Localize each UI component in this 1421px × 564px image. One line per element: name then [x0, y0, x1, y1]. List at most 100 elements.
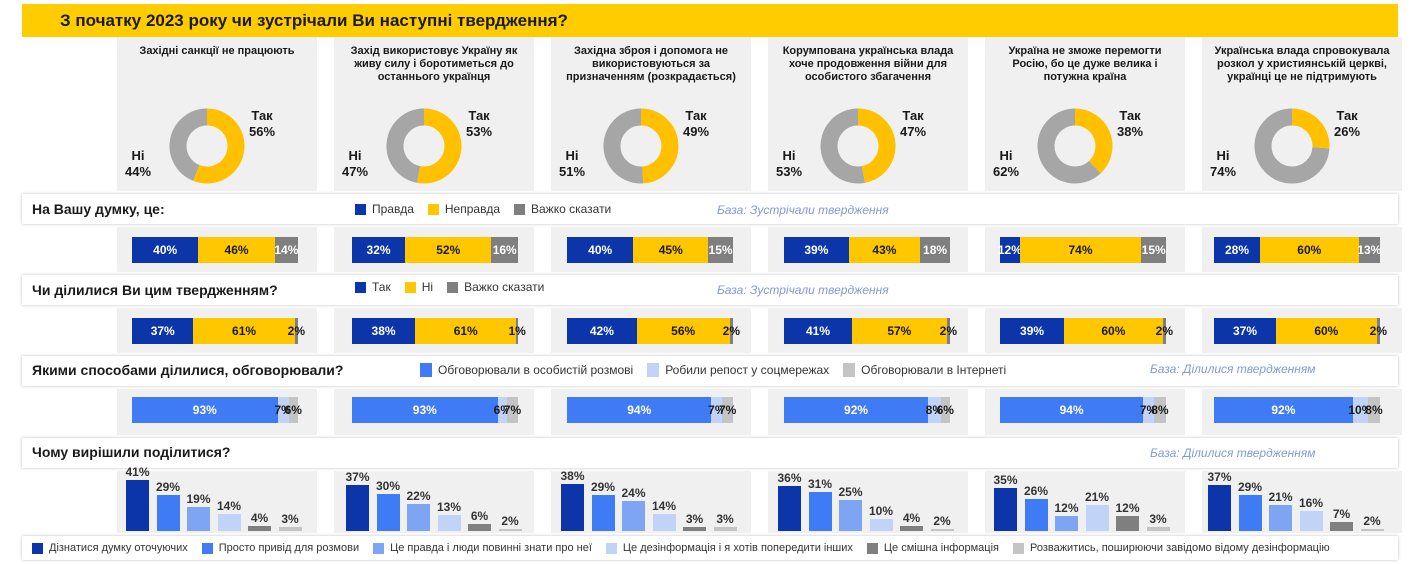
legend-label: Важко сказати [464, 280, 545, 294]
legend-label: Важко сказати [531, 202, 612, 216]
why-bar [652, 513, 676, 531]
bar-segment: 74% [1019, 237, 1142, 263]
bar-segment: 37% [132, 318, 194, 344]
legend-swatch [404, 281, 416, 293]
bar-segment: 7% [1140, 397, 1157, 423]
why-bar-label: 3% [716, 512, 734, 527]
why-bar [1146, 527, 1170, 531]
donut-slice-no [820, 108, 866, 184]
bar-segment: 2% [723, 318, 740, 344]
why-bar-label: 21% [1268, 489, 1293, 504]
bar-segment: 16% [491, 237, 518, 263]
legend-item: Робили репост у соцмережах [647, 363, 829, 377]
why-bar [1116, 516, 1139, 531]
shared-question: Чи ділилися Ви цим твердженням? [32, 282, 278, 298]
why-bar [1024, 498, 1048, 531]
column-panel [985, 471, 1185, 533]
yes-label: Так 49% [683, 108, 709, 140]
why-bar-label: 4% [250, 511, 269, 525]
bar-segment: 2% [1370, 318, 1387, 344]
why-bar [1330, 522, 1353, 531]
bar-segment: 61% [415, 318, 517, 344]
bar-segment: 94% [1000, 397, 1144, 423]
why-bar-label: 25% [838, 484, 863, 499]
why-bar [248, 526, 271, 531]
bar-segment: 2% [940, 318, 957, 344]
yes-label-text: Так [1336, 108, 1358, 123]
yes-label-text: Так [468, 108, 490, 123]
ways-band: Якими способами ділилися, обговорювали? … [22, 356, 1398, 386]
yes-label: Так 56% [249, 108, 275, 140]
bar-segment: 6% [285, 397, 302, 423]
ways-bar: 93% 7% 6% [132, 397, 302, 423]
column-panel [117, 471, 317, 533]
why-bar [839, 499, 862, 531]
why-bar-label: 41% [125, 465, 150, 479]
bar-segment: 8% [1365, 397, 1383, 423]
why-bar [1238, 494, 1262, 531]
shared-bar: 42% 56% 2% [567, 318, 740, 344]
yes-label-text: Так [251, 108, 273, 123]
why-bar [900, 526, 923, 531]
why-bar [1299, 511, 1323, 531]
why-bar [713, 527, 737, 531]
donut-chart [1254, 108, 1330, 184]
why-bar [1269, 504, 1292, 531]
why-chart: 38% 29% 24% 14% 3% 3% [560, 451, 746, 531]
bar-segment: 1% [508, 318, 526, 344]
why-bar-label: 7% [1332, 507, 1351, 522]
bar-segment: 8% [1151, 397, 1169, 423]
legend-label: Дізнатися думку оточуючих [49, 542, 188, 554]
yes-label-value: 53% [466, 124, 493, 139]
yes-label: Так 26% [1334, 108, 1360, 140]
why-bar-label: 2% [933, 513, 951, 528]
yes-label-value: 49% [683, 124, 710, 139]
donut-slice-no [1037, 108, 1101, 184]
opinion-bar: 40% 46% 14% [132, 237, 298, 263]
yes-label: Так 38% [1117, 108, 1143, 140]
why-bar [778, 486, 801, 531]
donut-slice-yes [640, 108, 679, 184]
bar-segment: 8% [926, 397, 943, 423]
why-bar-label: 26% [1023, 483, 1049, 498]
shared-bar: 39% 60% 2% [1000, 318, 1173, 344]
bar-segment: 57% [852, 318, 947, 344]
why-bar [498, 528, 522, 531]
opinion-bar: 12% 74% 15% [998, 237, 1166, 263]
opinion-bar: 32% 52% 16% [352, 237, 518, 263]
why-bar [683, 527, 706, 531]
bar-segment: 93% [132, 397, 278, 423]
bar-segment: 2% [1156, 318, 1173, 344]
opinion-band: На Вашу думку, це: Правда Неправда Важко… [22, 194, 1398, 224]
shared-band: Чи ділилися Ви цим твердженням? Так Ні В… [22, 275, 1398, 305]
legend-item: Неправда [427, 202, 500, 216]
legend-label: Розважитись, поширюючи завідомо відому д… [1029, 542, 1330, 554]
legend-swatch [355, 281, 366, 293]
legend-label: Обговорювали в особистій розмові [438, 363, 634, 377]
no-label: Ні 53% [776, 148, 802, 180]
why-bar-label: 24% [621, 486, 646, 501]
legend-swatch [843, 363, 856, 377]
legend-label: Це смішна інформація [883, 542, 999, 554]
donut-slice-yes [1074, 108, 1113, 174]
legend-label: Це дезінформація і я хотів попередити ін… [622, 542, 853, 554]
why-bar [591, 494, 615, 531]
why-bar-label: 35% [993, 472, 1018, 487]
donut-chart [820, 108, 896, 184]
legend-item: Важко сказати [514, 202, 611, 216]
donut-slice-no [603, 108, 644, 184]
why-bar [217, 513, 241, 531]
bar-segment: 10% [1348, 397, 1372, 423]
legend-item: Важко сказати [447, 280, 544, 294]
ways-bar: 92% 10% 8% [1214, 397, 1383, 423]
bar-segment: 40% [132, 237, 199, 263]
column-panel [768, 471, 968, 533]
no-label-text: Ні [131, 148, 145, 163]
legend-swatch [355, 203, 366, 215]
bar-segment: 42% [567, 318, 637, 344]
why-bar [1208, 485, 1231, 531]
legend-label: Робили репост у соцмережах [665, 363, 830, 377]
legend-swatch [420, 363, 432, 377]
why-chart: 36% 31% 25% 10% 4% 2% [777, 451, 963, 531]
bar-segment: 14% [274, 237, 298, 263]
